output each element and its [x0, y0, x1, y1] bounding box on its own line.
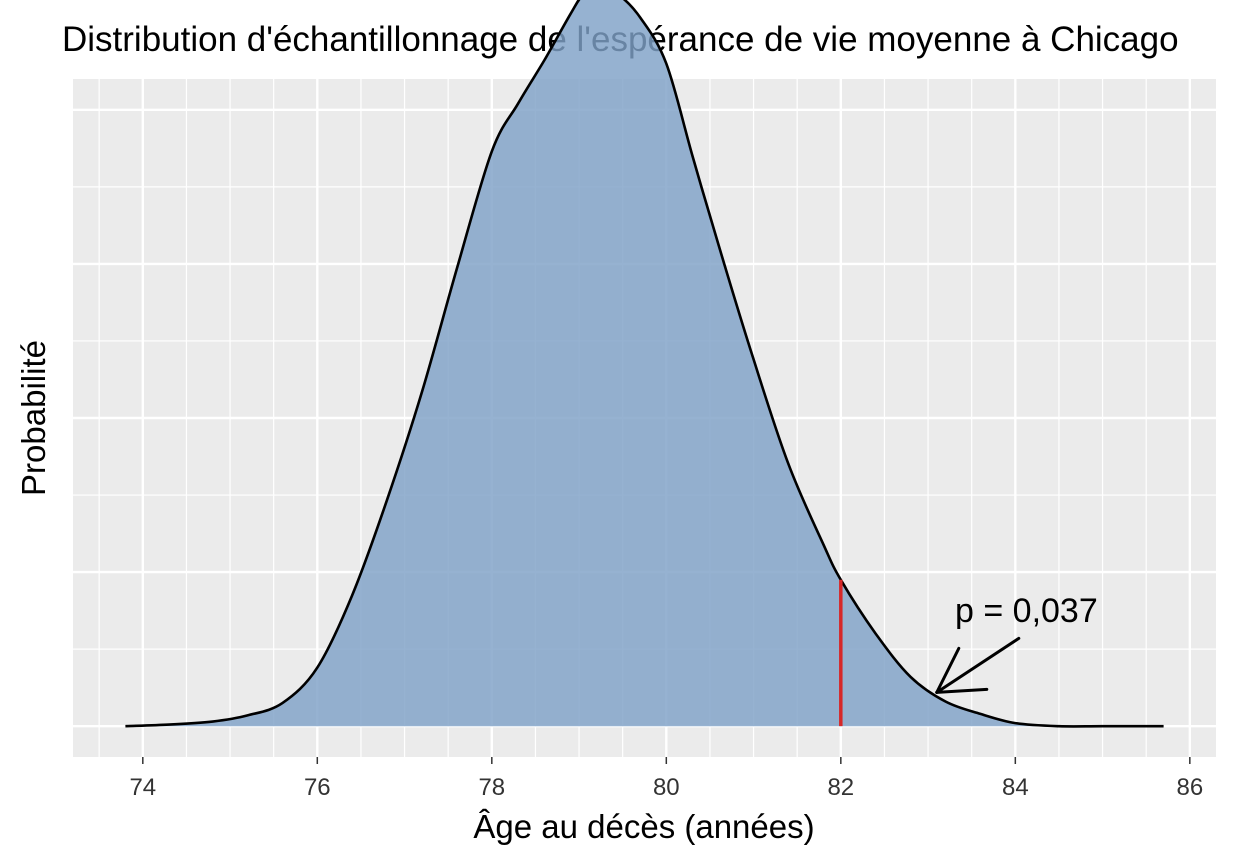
x-axis-title: Âge au décès (années) — [473, 808, 814, 845]
y-axis-title: Probabilité — [15, 340, 52, 496]
density-area — [125, 0, 1164, 727]
x-axis-ticks: 74 76 78 80 82 84 86 — [129, 757, 1203, 801]
annotation-arrow-head — [935, 687, 989, 694]
density-curve — [125, 0, 1164, 728]
x-tick-label: 78 — [478, 774, 505, 801]
x-tick-label: 74 — [129, 774, 156, 801]
annotation-arrow-head — [935, 646, 961, 694]
density-series — [125, 0, 1164, 728]
x-tick-label: 80 — [653, 774, 680, 801]
x-tick-label: 82 — [827, 774, 854, 801]
x-tick-label: 86 — [1176, 774, 1203, 801]
p-value-label: p = 0,037 — [955, 592, 1098, 630]
annotation-arrow-shaft — [935, 636, 1021, 694]
x-tick-label: 76 — [304, 774, 331, 801]
p-value-annotation: p = 0,037 — [935, 592, 1098, 694]
x-tick-label: 84 — [1002, 774, 1029, 801]
